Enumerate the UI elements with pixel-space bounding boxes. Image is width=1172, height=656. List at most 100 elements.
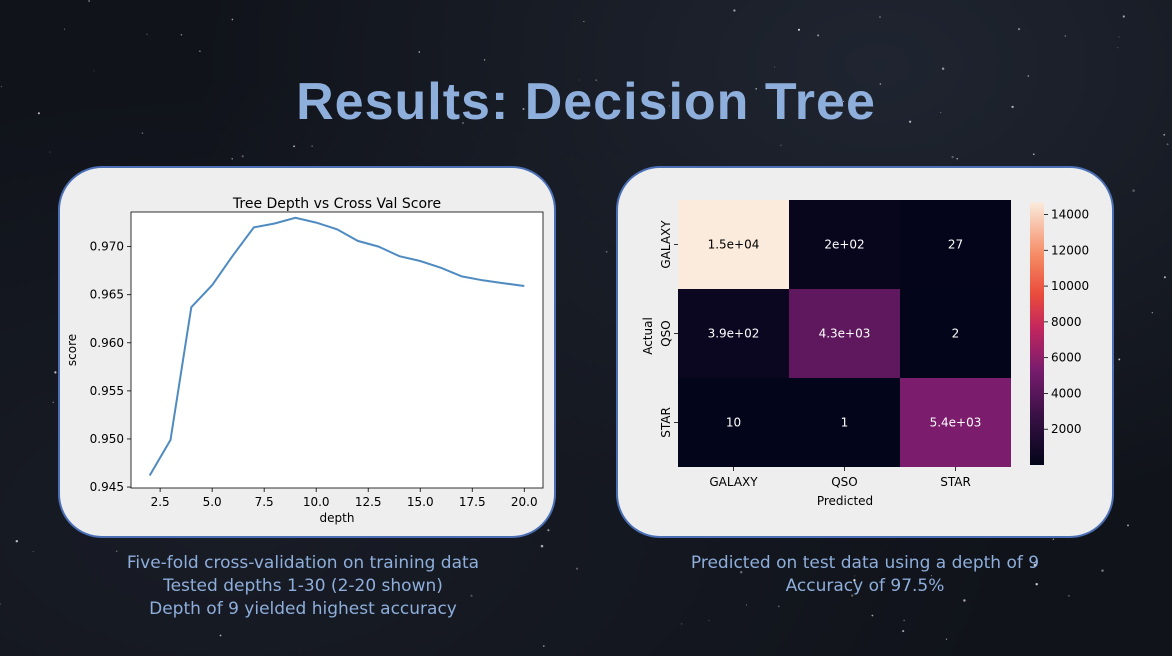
star — [32, 551, 34, 552]
star — [842, 100, 845, 102]
heatmap-card: Predicted Actual 1.5e+04 2e+02 27 3.9e+02 4.… — [616, 166, 1114, 538]
heatmap-cell — [789, 200, 900, 289]
star — [1117, 47, 1119, 49]
star — [579, 79, 580, 81]
caption-line: Predicted on test data using a depth of … — [690, 553, 1040, 573]
star — [93, 70, 95, 72]
line-chart: Tree Depth vs Cross Val Score depth scor… — [65, 196, 544, 525]
star — [540, 544, 544, 548]
heatmap-cell — [900, 200, 1011, 289]
caption-line: Depth of 9 yielded highest accuracy — [149, 599, 457, 619]
star — [738, 101, 742, 105]
star — [146, 33, 148, 35]
x-tick-label: 5.0 — [203, 495, 222, 509]
cell-value: 3.9e+02 — [708, 327, 760, 341]
y-tick-label: 0.950 — [90, 432, 124, 446]
star — [1163, 133, 1166, 136]
star — [733, 9, 736, 12]
star — [1011, 105, 1014, 109]
cell-value: 4.3e+03 — [819, 327, 871, 341]
star — [817, 34, 820, 37]
cell-value: 2e+02 — [824, 238, 864, 252]
plot-area — [130, 211, 544, 489]
star — [777, 605, 780, 608]
star — [180, 33, 183, 36]
colorbar-tick-label: 6000 — [1051, 351, 1082, 365]
colorbar-tick-label: 10000 — [1051, 279, 1089, 293]
star — [547, 529, 550, 532]
y-category-label: GALAXY — [659, 220, 673, 269]
x-tick-label: 15.0 — [407, 495, 434, 509]
star — [1101, 569, 1104, 572]
star — [1017, 28, 1021, 31]
x-tick-label: 17.5 — [459, 495, 486, 509]
star — [773, 66, 776, 68]
star — [293, 145, 296, 148]
star — [311, 145, 313, 147]
cell-value: 5.4e+03 — [930, 416, 982, 430]
caption-line: Tested depths 1-30 (2-20 shown) — [163, 576, 443, 596]
star — [88, 0, 91, 2]
star — [1151, 312, 1153, 314]
star — [37, 112, 40, 115]
colorbar — [1030, 202, 1044, 465]
heatmap-y-label: Actual — [641, 317, 655, 355]
star — [780, 144, 782, 146]
star — [879, 16, 881, 18]
star — [956, 158, 958, 160]
star — [241, 155, 244, 158]
star — [0, 85, 3, 88]
heatmap-cell — [789, 378, 900, 467]
star — [116, 550, 118, 552]
colorbar-tick-label: 8000 — [1051, 315, 1082, 329]
star — [1064, 35, 1067, 37]
heatmap-cell — [678, 378, 789, 467]
star — [739, 570, 743, 574]
star — [951, 155, 954, 159]
star — [231, 18, 234, 21]
star — [851, 594, 854, 597]
star — [871, 614, 874, 617]
y-category-label: STAR — [659, 407, 673, 438]
star — [290, 561, 294, 564]
star — [462, 122, 464, 124]
star — [1122, 15, 1125, 18]
star — [219, 634, 222, 637]
star — [1035, 583, 1038, 586]
x-tick-label: 2.5 — [151, 495, 170, 509]
colorbar-tick-label: 4000 — [1051, 386, 1082, 400]
star — [1166, 143, 1169, 146]
colorbar-tick-label: 14000 — [1051, 208, 1089, 222]
heatmap-cell — [678, 289, 789, 378]
star — [54, 371, 57, 374]
star — [930, 575, 932, 577]
right-caption: Predicted on test data using a depth of … — [616, 552, 1114, 598]
x-tick-label: 7.5 — [255, 495, 274, 509]
star — [941, 67, 945, 70]
y-tick-label: 0.970 — [90, 240, 124, 254]
colorbar-tick-label: 12000 — [1051, 243, 1089, 257]
slide-title: Results: Decision Tree — [296, 73, 876, 131]
y-axis-label: score — [65, 334, 79, 366]
cell-value: 27 — [948, 238, 963, 252]
heatmap-cell — [900, 378, 1011, 467]
star — [680, 623, 683, 625]
caption-line: Five-fold cross-validation on training d… — [126, 553, 480, 573]
x-tick-label: 20.0 — [511, 495, 538, 509]
star — [811, 588, 813, 590]
star — [853, 579, 856, 582]
y-tick-label: 0.945 — [90, 480, 124, 494]
x-tick-label: 10.0 — [303, 495, 330, 509]
star — [141, 132, 144, 134]
score-line — [148, 216, 525, 477]
heatmap-cell — [789, 289, 900, 378]
star — [52, 401, 54, 403]
heatmap-cell — [900, 289, 1011, 378]
star — [1068, 595, 1070, 597]
confusion-matrix: Predicted Actual 1.5e+04 2e+02 27 3.9e+02 4.… — [641, 200, 1089, 508]
star — [755, 87, 758, 90]
star — [902, 630, 905, 633]
star — [595, 79, 597, 81]
star — [746, 604, 747, 606]
star — [668, 105, 670, 107]
